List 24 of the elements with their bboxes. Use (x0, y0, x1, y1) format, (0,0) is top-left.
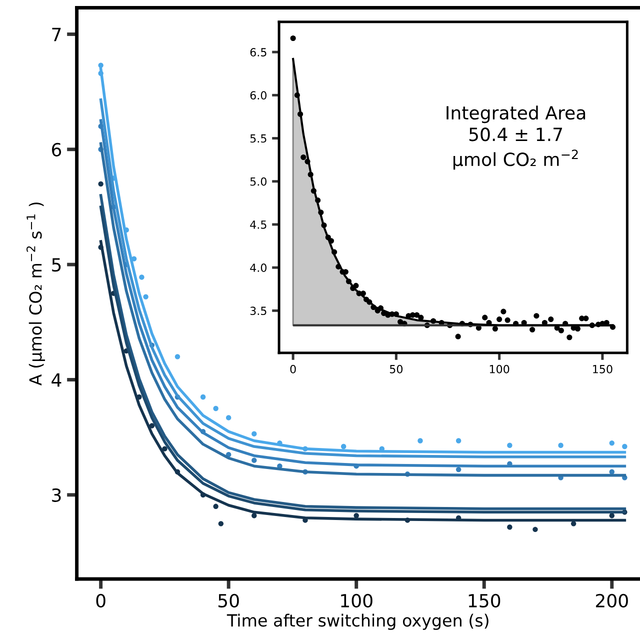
x-tick-label: 0 (290, 364, 296, 374)
y-tick-label: 4 (52, 373, 62, 387)
x-tick-label: 100 (490, 364, 510, 374)
y-tick-label: 7 (52, 28, 61, 42)
y-tick-label: 3.5 (250, 306, 266, 316)
x-tick-label: 200 (596, 594, 628, 608)
x-axis-title: Time after switching oxygen (s) (226, 614, 488, 630)
y-tick-label: 5 (52, 258, 61, 272)
y-tick-label: 6 (52, 142, 62, 156)
x-tick-label: 0 (96, 594, 106, 608)
x-tick-label: 50 (390, 364, 403, 374)
y-tick-label: 5.0 (250, 177, 266, 186)
x-tick-label: 150 (593, 364, 612, 374)
y-tick-label: 4.0 (250, 264, 266, 272)
y-tick-label: 4.5 (250, 220, 266, 229)
x-tick-label: 50 (218, 594, 239, 608)
x-tick-label: 100 (341, 594, 372, 608)
y-tick-label: 5.5 (250, 134, 266, 143)
y-tick-label: 3 (52, 488, 61, 502)
y-tick-label: 6.0 (250, 91, 266, 100)
y-tick-label: 6.5 (250, 48, 266, 56)
x-tick-label: 150 (468, 594, 500, 608)
y-axis-title: A (μmol CO₂ m$^{−2}$ s$^{−1}$ ) (26, 202, 46, 386)
annotation: Integrated Area 50.4 ± 1.7 μmol CO₂ m$^{−2}$ (446, 106, 586, 170)
